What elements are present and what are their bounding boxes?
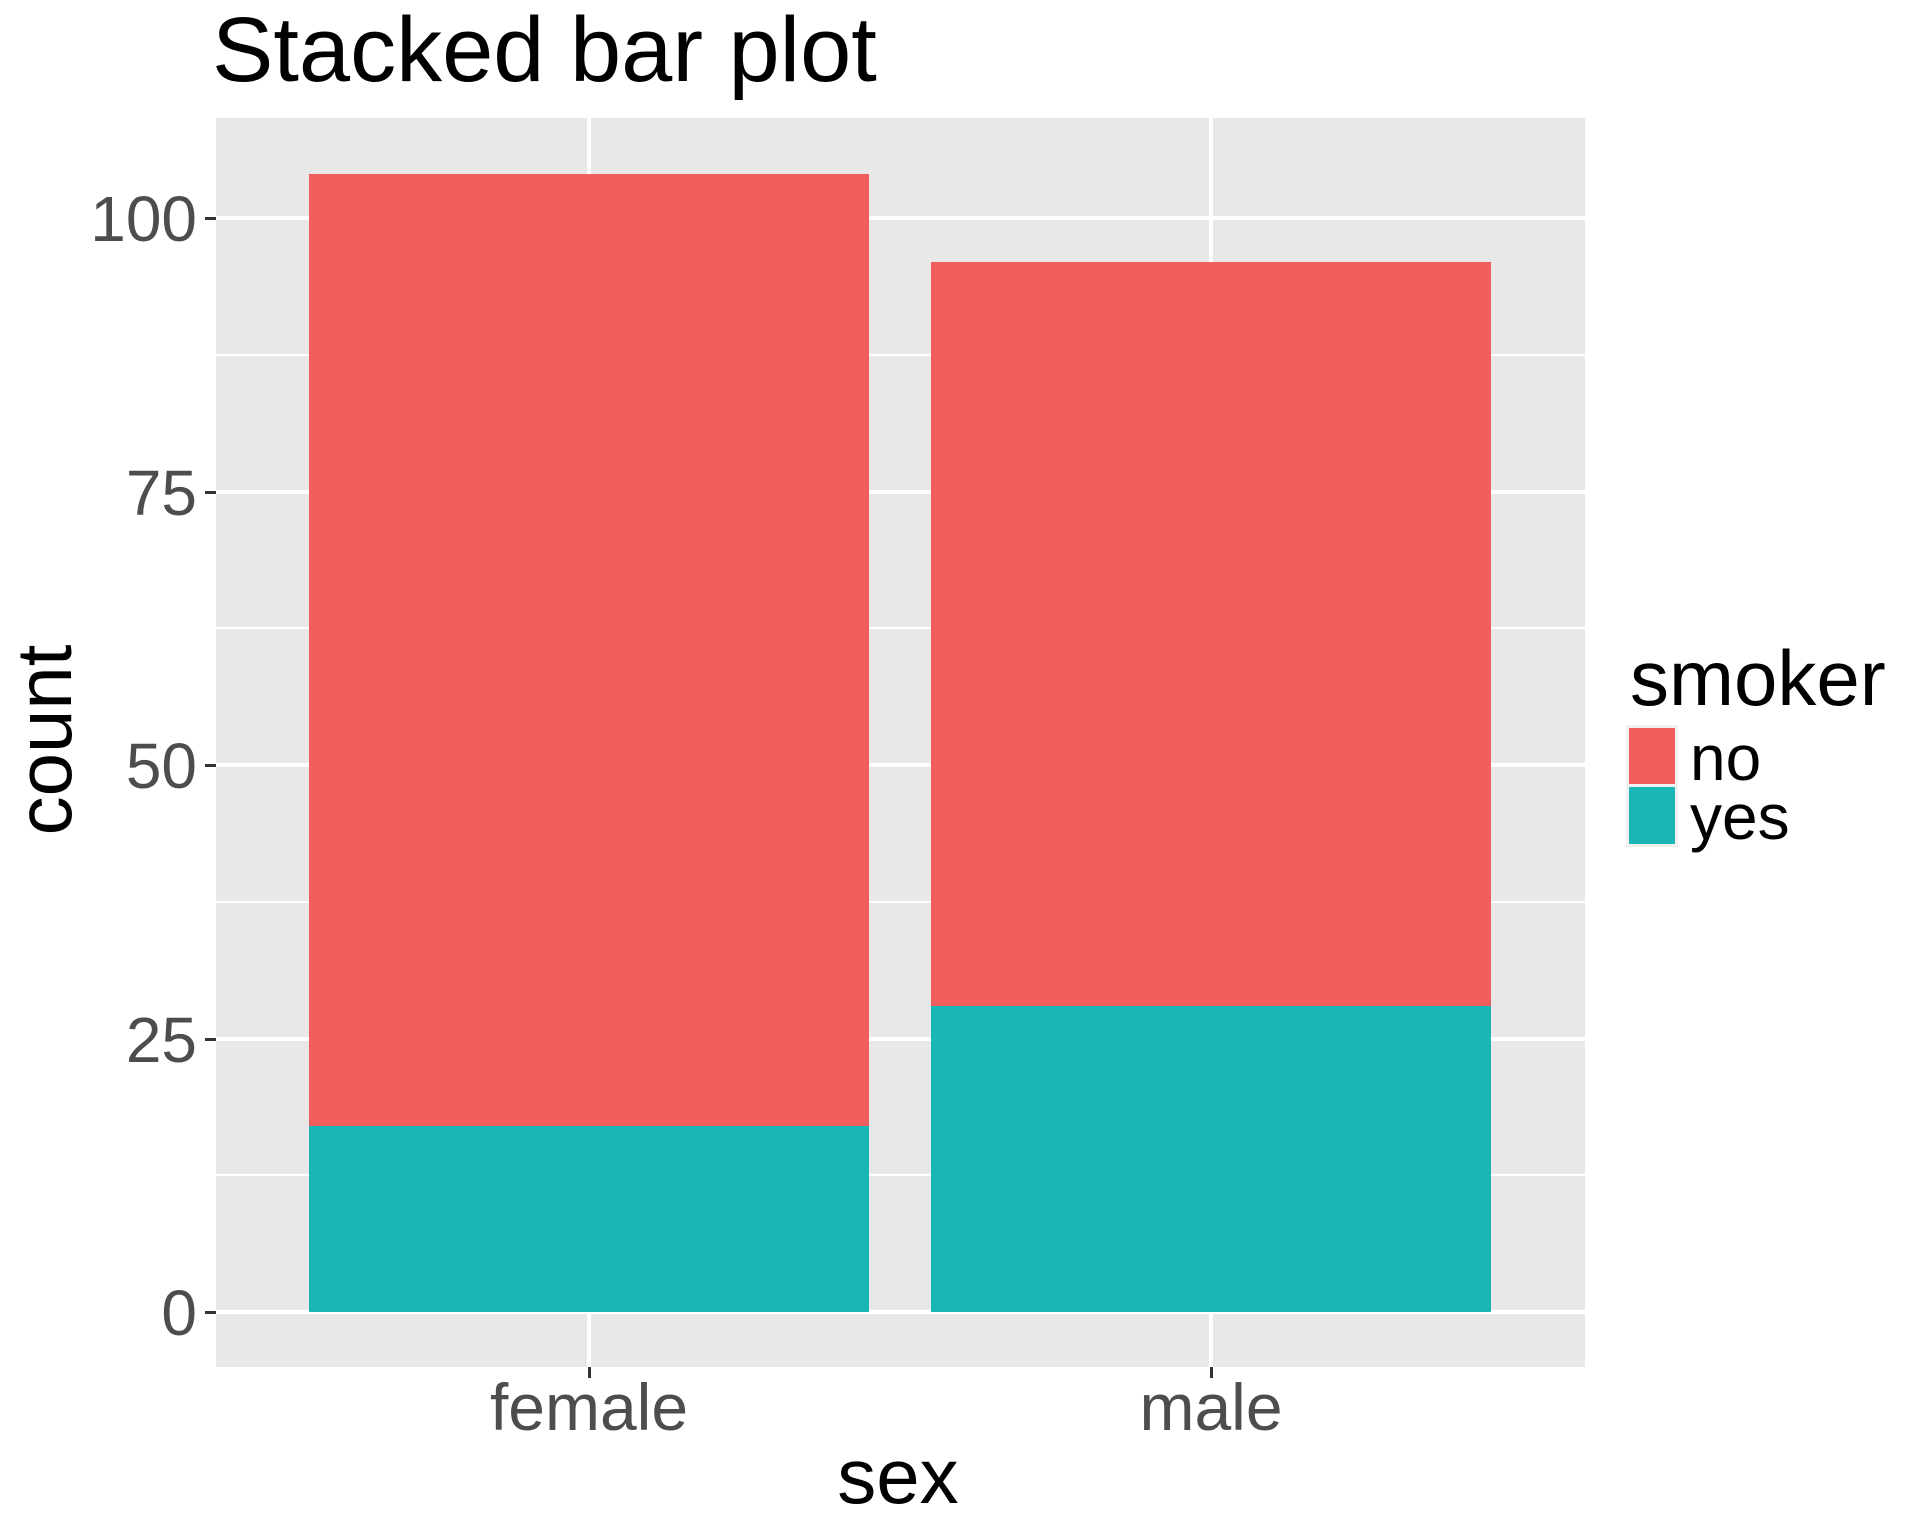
bar-female-no xyxy=(309,174,869,1126)
x-axis-title: sex xyxy=(837,1432,959,1520)
plot-title: Stacked bar plot xyxy=(212,0,877,101)
y-gridline-major-100 xyxy=(216,216,1585,220)
y-tick-mark-25 xyxy=(205,1037,216,1041)
legend-label-no: no xyxy=(1690,722,1762,794)
y-tick-mark-100 xyxy=(205,217,216,220)
bar-female-yes xyxy=(309,1126,869,1312)
x-tick-mark-female xyxy=(588,1367,591,1378)
legend-key-no xyxy=(1629,728,1675,785)
y-tick-mark-0 xyxy=(205,1311,216,1314)
y-tick-label-50: 50 xyxy=(125,730,197,802)
y-gridline-minor-87.5 xyxy=(216,353,1585,356)
bar-male-no xyxy=(931,262,1491,1006)
plot-panel xyxy=(216,118,1585,1367)
y-tick-mark-75 xyxy=(205,490,216,494)
y-tick-mark-50 xyxy=(205,764,216,767)
legend-label-yes: yes xyxy=(1690,781,1790,853)
y-tick-label-0: 0 xyxy=(161,1277,197,1349)
y-gridline-minor-62.5 xyxy=(216,627,1585,630)
y-tick-label-75: 75 xyxy=(125,456,197,529)
y-gridline-major-50 xyxy=(216,763,1585,767)
y-tick-label-25: 25 xyxy=(125,1003,197,1076)
y-gridline-minor-37.5 xyxy=(216,900,1585,903)
y-gridline-major-0 xyxy=(216,1310,1585,1314)
legend-key-yes xyxy=(1629,787,1675,844)
y-gridline-major-25 xyxy=(216,1036,1585,1041)
bar-male-yes xyxy=(931,1006,1491,1312)
x-tick-mark-male xyxy=(1210,1367,1213,1378)
x-tick-label-female: female xyxy=(489,1370,689,1444)
y-tick-label-100: 100 xyxy=(90,183,197,255)
legend-title: smoker xyxy=(1630,634,1886,722)
y-gridline-minor-12.5 xyxy=(216,1174,1585,1177)
y-gridline-major-75 xyxy=(216,489,1585,494)
x-tick-label-male: male xyxy=(1139,1370,1283,1444)
